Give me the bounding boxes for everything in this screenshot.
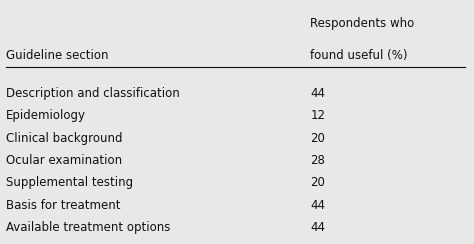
- Text: Guideline section: Guideline section: [6, 49, 108, 62]
- Text: found useful (%): found useful (%): [310, 49, 408, 62]
- Text: Epidemiology: Epidemiology: [6, 109, 86, 122]
- Text: 44: 44: [310, 221, 326, 234]
- Text: Ocular examination: Ocular examination: [6, 154, 122, 167]
- Text: Available treatment options: Available treatment options: [6, 221, 170, 234]
- Text: 44: 44: [310, 199, 326, 212]
- Text: 44: 44: [310, 87, 326, 100]
- Text: Respondents who: Respondents who: [310, 17, 415, 30]
- Text: 12: 12: [310, 109, 326, 122]
- Text: Supplemental testing: Supplemental testing: [6, 176, 133, 189]
- Text: Clinical background: Clinical background: [6, 132, 122, 144]
- Text: 28: 28: [310, 154, 325, 167]
- Text: Basis for treatment: Basis for treatment: [6, 199, 120, 212]
- Text: Description and classification: Description and classification: [6, 87, 180, 100]
- Text: 20: 20: [310, 176, 325, 189]
- Text: 20: 20: [310, 132, 325, 144]
